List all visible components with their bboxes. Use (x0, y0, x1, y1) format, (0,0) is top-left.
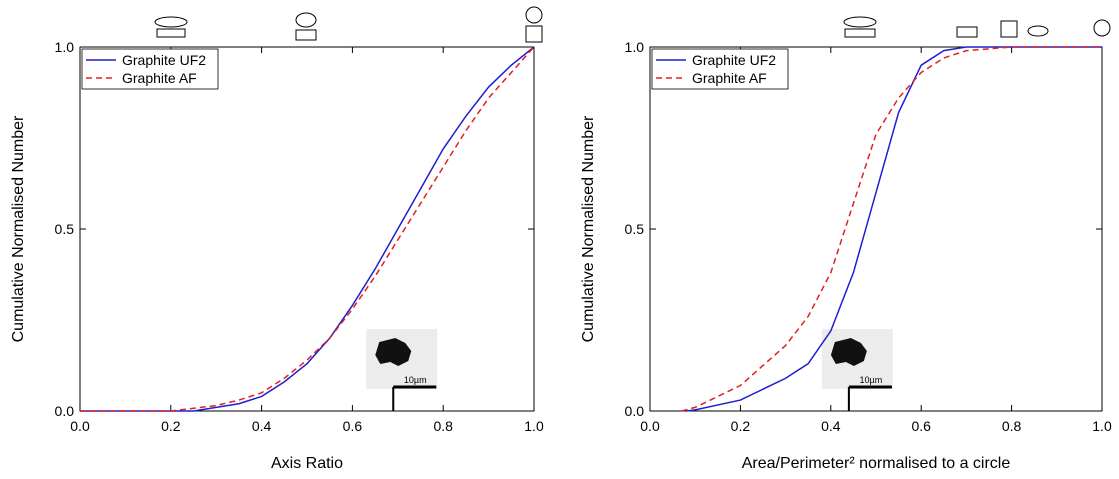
y-axis-label: Cumulative Normalised Number (10, 115, 27, 342)
x-tick-label: 0.0 (70, 418, 90, 434)
y-tick-label: 1.0 (625, 39, 645, 55)
x-tick-label: 0.6 (911, 418, 931, 434)
y-tick-label: 0.5 (55, 221, 75, 237)
particle (830, 338, 867, 366)
legend-label: Graphite AF (122, 70, 197, 86)
legend-label: Graphite UF2 (122, 52, 206, 68)
shape-icons (154, 6, 1111, 43)
series-line (80, 46, 535, 412)
scale-label: 10µm (404, 375, 427, 385)
scale-label: 10µm (860, 375, 883, 385)
y-tick-label: 0.5 (625, 221, 645, 237)
x-tick-label: 0.4 (821, 418, 841, 434)
series-line (681, 46, 1102, 412)
y-tick-label: 0.0 (55, 403, 75, 419)
x-tick-label: 0.8 (433, 418, 453, 434)
x-axis-label: Area/Perimeter² normalised to a circle (742, 455, 1011, 472)
x-tick-label: 0.2 (731, 418, 751, 434)
x-tick-label: 0.8 (1002, 418, 1022, 434)
series-line (80, 46, 535, 412)
x-tick-label: 1.0 (1092, 418, 1112, 434)
x-tick-label: 1.0 (524, 418, 544, 434)
x-tick-label: 0.2 (161, 418, 181, 434)
series-line (686, 46, 1102, 412)
x-tick-label: 0.6 (343, 418, 363, 434)
particle (375, 338, 412, 366)
y-tick-label: 0.0 (625, 403, 645, 419)
x-tick-label: 0.4 (252, 418, 272, 434)
legend-box (651, 48, 789, 90)
x-tick-label: 0.0 (640, 418, 660, 434)
plot-frame (79, 46, 535, 412)
legend-label: Graphite UF2 (692, 52, 776, 68)
y-axis-label: Cumulative Normalised Number (580, 115, 597, 342)
y-tick-label: 1.0 (55, 39, 75, 55)
x-axis-label: Axis Ratio (271, 455, 343, 472)
legend-box (81, 48, 219, 90)
legend-label: Graphite AF (692, 70, 767, 86)
